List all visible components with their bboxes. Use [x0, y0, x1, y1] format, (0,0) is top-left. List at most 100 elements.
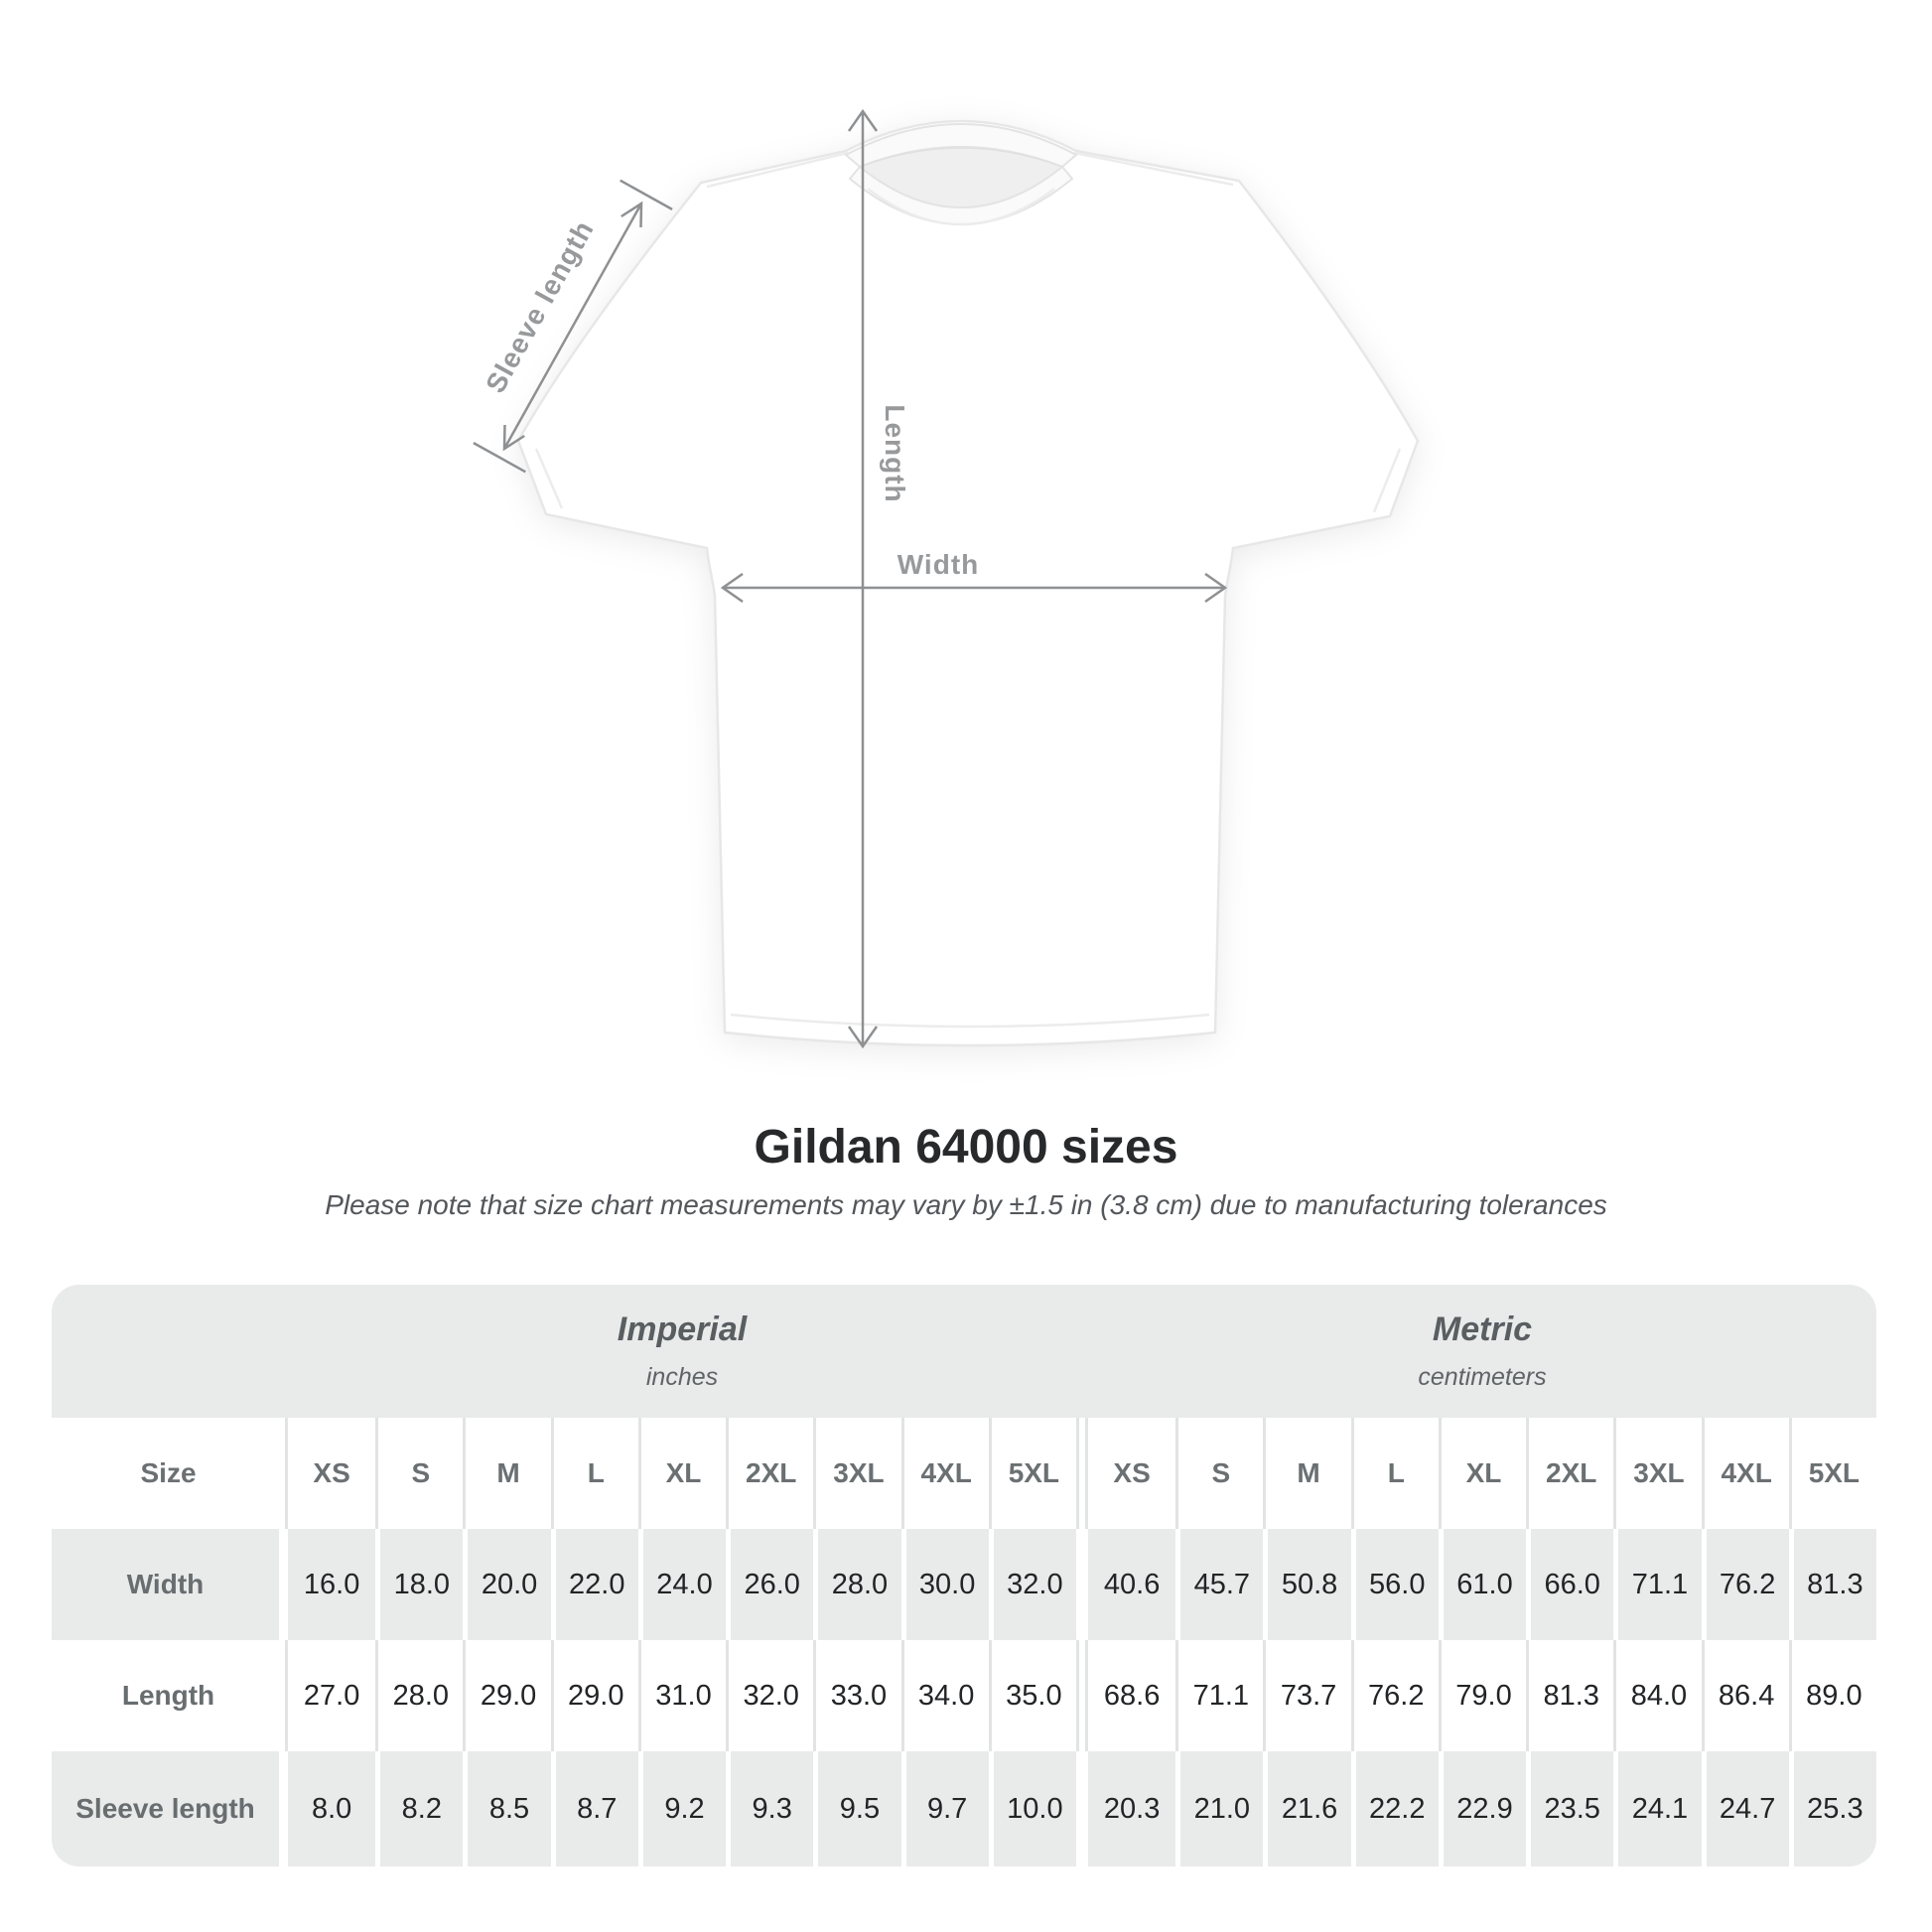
length-label: Length	[880, 404, 910, 502]
unit-divider	[1075, 1751, 1088, 1866]
value-cell: 10.0	[988, 1751, 1076, 1866]
value-cell: 89.0	[1788, 1640, 1876, 1751]
value-cell: 20.0	[463, 1529, 550, 1640]
tolerance-note: Please note that size chart measurements…	[325, 1189, 1607, 1220]
size-header-cell: 2XL	[726, 1418, 813, 1529]
page-title: Gildan 64000 sizes	[754, 1121, 1178, 1173]
value-cell: 61.0	[1438, 1529, 1526, 1640]
size-header-cell: L	[550, 1418, 638, 1529]
value-cell: 23.5	[1526, 1751, 1613, 1866]
value-cell: 35.0	[988, 1640, 1076, 1751]
unit-header-row: Imperial inches Metric centimeters	[52, 1285, 1876, 1418]
size-header-cell: XL	[637, 1418, 726, 1529]
value-cell: 32.0	[988, 1529, 1076, 1640]
value-cell: 8.2	[375, 1751, 463, 1866]
value-cell: 30.0	[900, 1529, 989, 1640]
size-header-cell: M	[463, 1418, 550, 1529]
value-cell: 66.0	[1526, 1529, 1613, 1640]
value-cell: 25.3	[1788, 1751, 1876, 1866]
row-label: Sleeve length	[52, 1751, 288, 1866]
imperial-label: Imperial	[617, 1311, 748, 1348]
size-header-cell: 4XL	[1701, 1418, 1789, 1529]
value-cell: 56.0	[1350, 1529, 1439, 1640]
unit-divider	[1075, 1418, 1088, 1529]
size-header-cell: L	[1350, 1418, 1439, 1529]
value-cell: 29.0	[550, 1640, 638, 1751]
value-cell: 9.7	[900, 1751, 989, 1866]
shoulder-seam-left	[706, 151, 849, 189]
value-cell: 22.2	[1350, 1751, 1439, 1866]
value-cell: 24.1	[1613, 1751, 1701, 1866]
size-header-cell: XS	[313, 1457, 350, 1488]
value-cell: 32.0	[726, 1640, 813, 1751]
bottom-hem-stitch	[730, 1013, 1210, 1029]
size-header-cell: S	[375, 1418, 463, 1529]
unit-divider	[1075, 1529, 1088, 1640]
value-cell: 8.0	[311, 1792, 352, 1825]
value-cell: 18.0	[375, 1529, 463, 1640]
unit-header-spacer	[52, 1285, 288, 1418]
unit-divider	[1075, 1640, 1088, 1751]
value-cell: 84.0	[1613, 1640, 1701, 1751]
value-cell: 21.0	[1175, 1751, 1263, 1866]
size-header-cell: 5XL	[1788, 1418, 1876, 1529]
width-label: Width	[897, 549, 980, 580]
value-cell: 86.4	[1701, 1640, 1789, 1751]
value-cell: 8.7	[550, 1751, 638, 1866]
value-cell: 24.0	[637, 1529, 726, 1640]
value-cell: 16.0	[303, 1568, 360, 1600]
value-cell: 81.3	[1526, 1640, 1613, 1751]
value-cell: 21.6	[1263, 1751, 1350, 1866]
value-cell: 76.2	[1701, 1529, 1789, 1640]
value-cell: 24.7	[1701, 1751, 1789, 1866]
value-cell: 28.0	[375, 1640, 463, 1751]
value-cell: 22.9	[1438, 1751, 1526, 1866]
size-header-cell: 5XL	[988, 1418, 1076, 1529]
sleeve-hem-seam-left	[534, 448, 564, 509]
value-cell: 33.0	[813, 1640, 900, 1751]
metric-unit: centimeters	[1418, 1363, 1547, 1391]
size-header-cell: 3XL	[1613, 1418, 1701, 1529]
size-header-cell: XS	[1113, 1457, 1151, 1488]
length-arrow: Length	[847, 108, 910, 1049]
size-column-header: Size	[52, 1418, 288, 1529]
sleeve-hem-seam-right	[1372, 448, 1402, 513]
size-header-cell: XL	[1438, 1418, 1526, 1529]
value-cell: 40.6	[1103, 1568, 1161, 1600]
value-cell: 20.3	[1103, 1792, 1161, 1825]
size-header-cell: 2XL	[1526, 1418, 1613, 1529]
row-label: Width	[52, 1529, 288, 1640]
size-header-cell: 3XL	[813, 1418, 900, 1529]
value-cell: 73.7	[1263, 1640, 1350, 1751]
tshirt-measurement-diagram: Length Width Sleeve length	[473, 108, 1420, 1049]
value-cell: 28.0	[813, 1529, 900, 1640]
value-cell: 34.0	[900, 1640, 989, 1751]
value-cell: 45.7	[1175, 1529, 1263, 1640]
tshirt-body	[516, 119, 1420, 1047]
size-header-row: Size XS S M L XL 2XL 3XL 4XL 5XL XS S M …	[52, 1418, 1876, 1529]
value-cell: 76.2	[1350, 1640, 1439, 1751]
value-cell: 9.2	[637, 1751, 726, 1866]
width-arrow: Width	[720, 549, 1228, 604]
value-cell: 68.6	[1103, 1679, 1161, 1712]
size-header-cell: S	[1175, 1418, 1263, 1529]
value-cell: 9.3	[726, 1751, 813, 1866]
size-header-cell: M	[1263, 1418, 1350, 1529]
table-row-width: Width 16.0 18.0 20.0 22.0 24.0 26.0 28.0…	[52, 1529, 1876, 1640]
unit-group-metric: Metric centimeters	[1088, 1285, 1876, 1418]
value-cell: 29.0	[463, 1640, 550, 1751]
row-label: Length	[52, 1640, 288, 1751]
size-header-cell: 4XL	[900, 1418, 989, 1529]
value-cell: 79.0	[1438, 1640, 1526, 1751]
value-cell: 71.1	[1175, 1640, 1263, 1751]
value-cell: 50.8	[1263, 1529, 1350, 1640]
unit-header-gutter	[1076, 1285, 1088, 1418]
value-cell: 71.1	[1613, 1529, 1701, 1640]
table-row-length: Length 27.0 28.0 29.0 29.0 31.0 32.0 33.…	[52, 1640, 1876, 1751]
tshirt-graphic	[516, 119, 1420, 1047]
value-cell: 8.5	[463, 1751, 550, 1866]
unit-group-imperial: Imperial inches	[288, 1285, 1076, 1418]
value-cell: 27.0	[303, 1679, 360, 1712]
shoulder-seam-right	[1073, 151, 1234, 187]
